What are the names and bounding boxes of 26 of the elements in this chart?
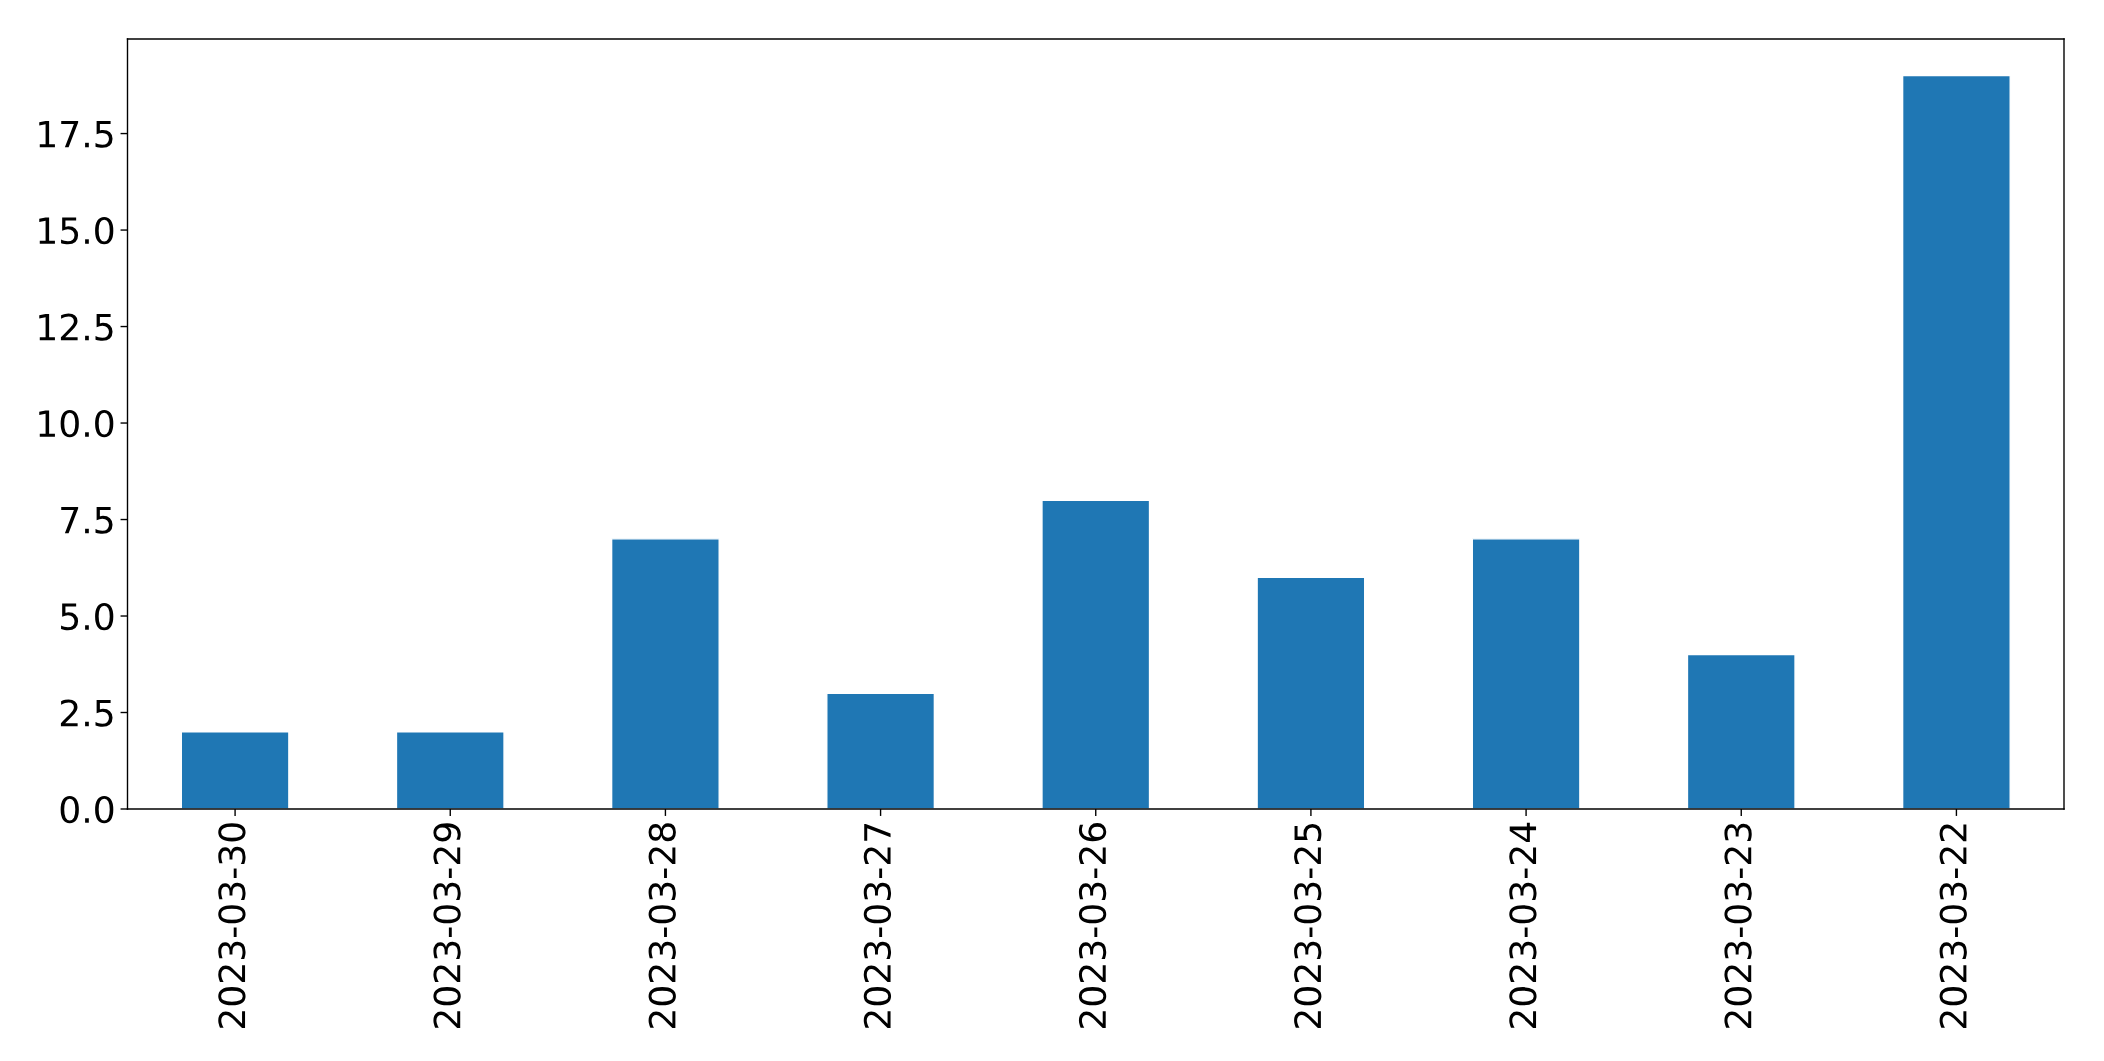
bar	[1686, 653, 1796, 809]
bar	[1256, 576, 1366, 809]
bar	[1041, 499, 1151, 809]
x-tick-label: 2023-03-27	[863, 823, 892, 1029]
y-tick-label: 15.0	[39, 216, 114, 245]
bar	[395, 731, 505, 809]
bar	[826, 692, 936, 809]
x-tick-label: 2023-03-29	[433, 823, 461, 1029]
x-tick-label: 2023-03-24	[1509, 822, 1537, 1029]
y-tick-label: 10.0	[39, 409, 114, 438]
y-tick-label: 0.0	[60, 795, 114, 824]
x-tick-label: 2023-03-30	[218, 823, 246, 1029]
x-tick-label: 2023-03-23	[1724, 823, 1752, 1029]
x-tick-label: 2023-03-25	[1294, 823, 1322, 1029]
x-tick-label: 2023-03-26	[1078, 823, 1107, 1029]
y-tick-label: 7.5	[61, 506, 113, 534]
bar	[180, 731, 290, 809]
bar	[610, 538, 720, 809]
x-tick-label: 2023-03-28	[648, 823, 676, 1029]
y-tick-label: 2.5	[60, 699, 113, 727]
bar	[1901, 74, 2011, 809]
x-tick-label: 2023-03-22	[1939, 824, 1967, 1029]
y-tick-label: 12.5	[39, 313, 113, 341]
bar	[1471, 538, 1581, 809]
y-tick-label: 5.0	[61, 602, 114, 631]
y-tick-label: 17.5	[39, 120, 113, 148]
